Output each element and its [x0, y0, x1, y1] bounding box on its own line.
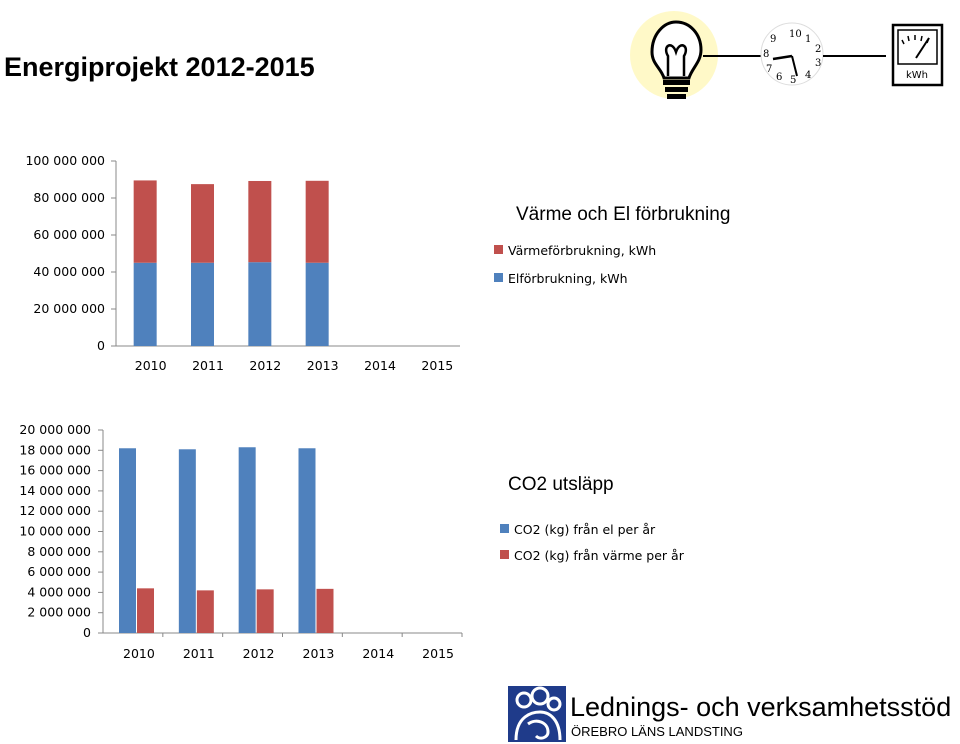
x-tick-label: 2012 — [243, 646, 275, 661]
bar-heat-2013 — [305, 180, 329, 263]
y-tick-label: 0 — [97, 338, 105, 353]
y-tick-label: 80 000 000 — [33, 190, 105, 205]
legend-swatch-heat — [494, 245, 503, 254]
energy-chart-title: Värme och El förbrukning — [516, 204, 730, 225]
legend-label-co2-heat: CO2 (kg) från värme per år — [514, 548, 685, 563]
y-tick-label: 8 000 000 — [27, 544, 91, 559]
bar-co2-heat-2011 — [196, 590, 214, 633]
svg-text:8: 8 — [763, 49, 769, 60]
x-tick-label: 2013 — [307, 358, 339, 373]
bar-co2-heat-2010 — [137, 588, 154, 633]
x-tick-label: 2011 — [192, 358, 224, 373]
y-tick-label: 100 000 000 — [25, 153, 105, 168]
lightbulb-icon — [630, 11, 718, 99]
header-icons: 10 9 1 8 2 7 3 6 5 4 kWh — [630, 11, 944, 99]
legend-label-electricity: Elförbrukning, kWh — [508, 271, 628, 286]
bar-co2-el-2010 — [119, 448, 136, 633]
y-tick-label: 40 000 000 — [33, 264, 105, 279]
y-tick-label: 0 — [83, 625, 91, 640]
bar-co2-el-2013 — [298, 448, 316, 633]
bar-co2-heat-2013 — [316, 588, 334, 633]
bar-co2-el-2012 — [238, 447, 256, 633]
x-tick-label: 2012 — [249, 358, 281, 373]
x-tick-label: 2015 — [421, 358, 453, 373]
svg-text:1: 1 — [805, 34, 811, 45]
legend-swatch-electricity — [494, 273, 503, 282]
bar-co2-el-2011 — [178, 449, 196, 633]
bar-co2-heat-2012 — [256, 589, 274, 633]
legend-swatch-co2-el — [500, 524, 509, 533]
energy-legend: Värmeförbrukning, kWh Elförbrukning, kWh — [494, 243, 656, 286]
bar-electricity-2011 — [191, 262, 214, 346]
bar-electricity-2013 — [305, 262, 329, 346]
legend-swatch-co2-heat — [500, 550, 509, 559]
y-tick-label: 18 000 000 — [19, 442, 91, 457]
y-tick-label: 16 000 000 — [19, 463, 91, 478]
y-tick-label: 2 000 000 — [27, 605, 91, 620]
svg-text:2: 2 — [815, 44, 821, 55]
y-tick-label: 4 000 000 — [27, 584, 91, 599]
organization-logo-icon — [508, 686, 566, 742]
x-tick-label: 2010 — [123, 646, 155, 661]
meter-label: kWh — [906, 70, 928, 81]
legend-label-heat: Värmeförbrukning, kWh — [508, 243, 656, 258]
co2-legend: CO2 (kg) från el per år CO2 (kg) från vä… — [500, 522, 685, 563]
y-tick-label: 10 000 000 — [19, 524, 91, 539]
svg-text:5: 5 — [790, 75, 796, 86]
svg-text:9: 9 — [770, 34, 776, 45]
clock-icon: 10 9 1 8 2 7 3 6 5 4 — [760, 22, 824, 86]
bar-electricity-2012 — [248, 262, 272, 346]
y-tick-label: 20 000 000 — [33, 301, 105, 316]
svg-text:3: 3 — [815, 58, 821, 69]
bar-heat-2012 — [248, 180, 272, 263]
page-title: Energiprojekt 2012-2015 — [4, 52, 315, 82]
svg-text:4: 4 — [805, 70, 811, 81]
y-tick-label: 14 000 000 — [19, 483, 91, 498]
svg-text:10: 10 — [789, 29, 802, 40]
y-tick-label: 6 000 000 — [27, 564, 91, 579]
y-tick-label: 12 000 000 — [19, 503, 91, 518]
organization-name: Lednings- och verksamhetsstöd — [570, 692, 951, 722]
bar-heat-2010 — [133, 180, 157, 263]
co2-chart-title: CO2 utsläpp — [508, 474, 614, 495]
x-tick-label: 2014 — [362, 646, 394, 661]
bar-electricity-2010 — [133, 262, 157, 346]
svg-text:6: 6 — [776, 72, 782, 83]
y-tick-label: 20 000 000 — [19, 422, 91, 437]
x-tick-label: 2010 — [135, 358, 167, 373]
x-tick-label: 2011 — [183, 646, 215, 661]
legend-label-co2-el: CO2 (kg) från el per år — [514, 522, 656, 537]
x-tick-label: 2013 — [303, 646, 335, 661]
x-tick-label: 2014 — [364, 358, 396, 373]
kwh-meter-icon: kWh — [891, 23, 944, 87]
x-tick-label: 2015 — [422, 646, 454, 661]
bar-heat-2011 — [191, 184, 214, 263]
organization-subtitle: ÖREBRO LÄNS LANDSTING — [571, 724, 743, 739]
y-tick-label: 60 000 000 — [33, 227, 105, 242]
svg-text:7: 7 — [766, 64, 772, 75]
